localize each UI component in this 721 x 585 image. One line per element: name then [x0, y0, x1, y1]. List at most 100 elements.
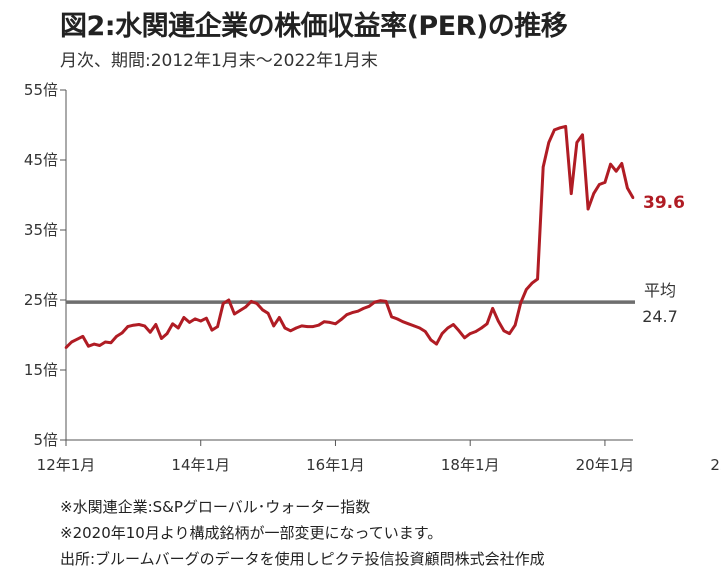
chart-title: 図2:水関連企業の株価収益率(PER)の推移	[60, 11, 568, 42]
data-point	[289, 329, 292, 333]
data-point	[502, 329, 506, 333]
data-point	[81, 335, 85, 338]
data-point	[351, 311, 354, 314]
x-tick-label: 22年1月	[710, 456, 721, 474]
y-tick-label: 55倍	[24, 81, 58, 99]
data-point	[322, 320, 326, 324]
data-point	[558, 126, 562, 130]
note-source: 出所:ブルームバーグのデータを使用しピクテ投信投資顧問株式会社作成	[60, 550, 545, 568]
data-point	[620, 162, 624, 165]
last-value-label: 39.6	[643, 193, 685, 213]
data-point	[474, 330, 478, 333]
data-point	[390, 315, 393, 319]
data-point	[412, 324, 416, 328]
data-point	[362, 307, 365, 310]
data-point	[401, 320, 405, 324]
data-point	[496, 319, 500, 323]
data-point	[367, 305, 371, 308]
data-point	[143, 324, 146, 328]
data-point	[188, 321, 191, 324]
data-point	[317, 323, 320, 327]
data-point	[440, 332, 444, 335]
y-tick-label: 5倍	[33, 431, 58, 449]
data-point	[283, 326, 287, 330]
data-point	[216, 325, 219, 328]
data-point	[103, 340, 107, 344]
data-point	[137, 323, 141, 326]
data-point	[261, 308, 264, 312]
data-point	[418, 326, 421, 330]
data-point	[586, 207, 590, 211]
data-point	[547, 141, 551, 144]
data-point	[536, 277, 539, 281]
x-tick-label: 12年1月	[37, 456, 96, 474]
data-point	[306, 325, 309, 328]
data-point	[592, 192, 596, 195]
data-point	[508, 332, 511, 335]
data-point	[92, 342, 96, 346]
data-point	[244, 305, 247, 309]
data-point	[429, 338, 433, 342]
data-point	[491, 307, 494, 310]
y-tick-label: 15倍	[24, 361, 58, 379]
series-line	[64, 124, 635, 349]
data-point	[278, 316, 281, 319]
data-point	[334, 322, 337, 326]
data-point	[266, 312, 270, 315]
data-point	[120, 331, 124, 335]
data-point	[480, 326, 483, 330]
x-tick-label: 14年1月	[171, 456, 230, 474]
data-point	[513, 323, 517, 327]
data-point	[249, 300, 253, 303]
data-point	[446, 326, 450, 330]
data-point	[452, 323, 455, 326]
chart-subtitle: 月次、期間:2012年1月末～2022年1月末	[60, 51, 378, 71]
data-point	[294, 326, 298, 330]
data-point	[182, 316, 186, 319]
data-point	[311, 325, 315, 328]
data-point	[193, 317, 197, 321]
data-point	[384, 300, 388, 303]
data-point	[75, 337, 79, 341]
data-point	[221, 302, 225, 305]
data-point	[328, 321, 332, 324]
data-point	[87, 344, 90, 348]
data-point	[176, 326, 180, 330]
data-point	[126, 325, 130, 328]
data-point	[379, 299, 382, 303]
data-point	[609, 162, 612, 166]
data-point	[553, 128, 556, 132]
data-point	[569, 192, 573, 195]
y-tick-label: 45倍	[24, 151, 58, 169]
notes: ※水関連企業:S&Pグローバル･ウォーター指数 ※2020年10月より構成銘柄が…	[60, 494, 545, 572]
data-point	[115, 335, 118, 338]
data-point	[519, 301, 523, 305]
data-point	[581, 133, 584, 137]
data-point	[525, 288, 528, 291]
data-point	[132, 323, 135, 327]
average-label: 平均	[644, 281, 676, 300]
data-point	[199, 319, 203, 323]
x-tick-label: 18年1月	[441, 456, 500, 474]
x-tick-label: 20年1月	[576, 456, 635, 474]
data-point	[339, 318, 343, 321]
data-point	[631, 196, 635, 200]
note-index-definition: ※水関連企業:S&Pグローバル･ウォーター指数	[60, 498, 371, 516]
data-point	[98, 344, 101, 347]
data-point	[233, 312, 236, 316]
data-point	[564, 125, 567, 128]
data-point	[109, 341, 113, 345]
data-point	[598, 183, 601, 186]
data-point	[160, 337, 163, 340]
y-tick-label: 35倍	[24, 221, 58, 239]
data-point	[457, 329, 461, 333]
data-point	[575, 141, 579, 144]
data-point	[373, 300, 377, 304]
x-tick-label: 16年1月	[306, 456, 365, 474]
data-point	[485, 322, 489, 326]
data-point	[530, 281, 534, 285]
note-constituent-change: ※2020年10月より構成銘柄が一部変更になっています。	[60, 524, 443, 542]
data-point	[165, 332, 169, 335]
data-point	[435, 342, 438, 346]
